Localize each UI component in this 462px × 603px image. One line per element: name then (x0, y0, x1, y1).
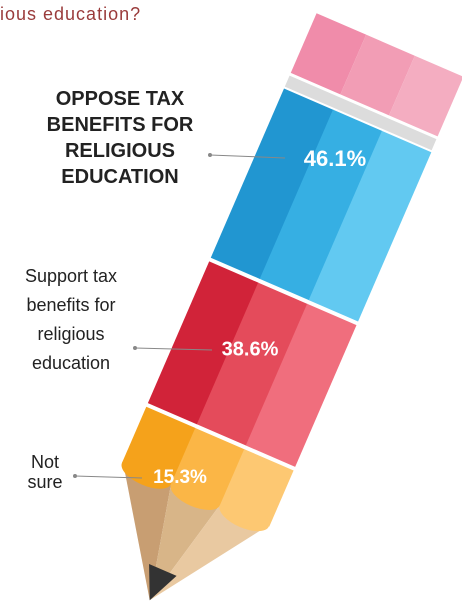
stripe (259, 109, 383, 301)
leader-dot (208, 153, 212, 157)
segment (147, 261, 357, 467)
stripe (147, 261, 259, 425)
value-label: 15.3% (153, 467, 207, 488)
value-label: 46.1% (304, 146, 366, 171)
pencil (121, 13, 462, 601)
leader-line (209, 154, 286, 159)
category-label: Not sure (27, 452, 63, 492)
segment (121, 406, 294, 532)
leader-line (74, 475, 143, 479)
leader-dot (73, 474, 77, 478)
value-label: 38.6% (222, 338, 279, 360)
scallop (121, 458, 172, 489)
segment (210, 88, 432, 322)
ferrule (284, 75, 437, 151)
wood (149, 482, 221, 601)
wood (149, 503, 270, 601)
stripe (210, 88, 334, 280)
chart-title: ious education? (0, 4, 142, 24)
leader-line (134, 347, 213, 351)
stripe (245, 303, 357, 467)
scallop (219, 500, 270, 532)
wood (122, 461, 172, 601)
eraser (290, 13, 367, 95)
graphite (149, 563, 177, 601)
scallop (170, 479, 221, 510)
stripe (308, 130, 432, 322)
leader-dot (133, 346, 137, 350)
eraser (340, 34, 415, 116)
eraser (388, 55, 462, 137)
stripe (196, 282, 308, 446)
category-label: OPPOSE TAX BENEFITS FOR RELIGIOUS EDUCAT… (46, 88, 194, 188)
category-label: Support tax benefits for religious educa… (24, 266, 118, 373)
